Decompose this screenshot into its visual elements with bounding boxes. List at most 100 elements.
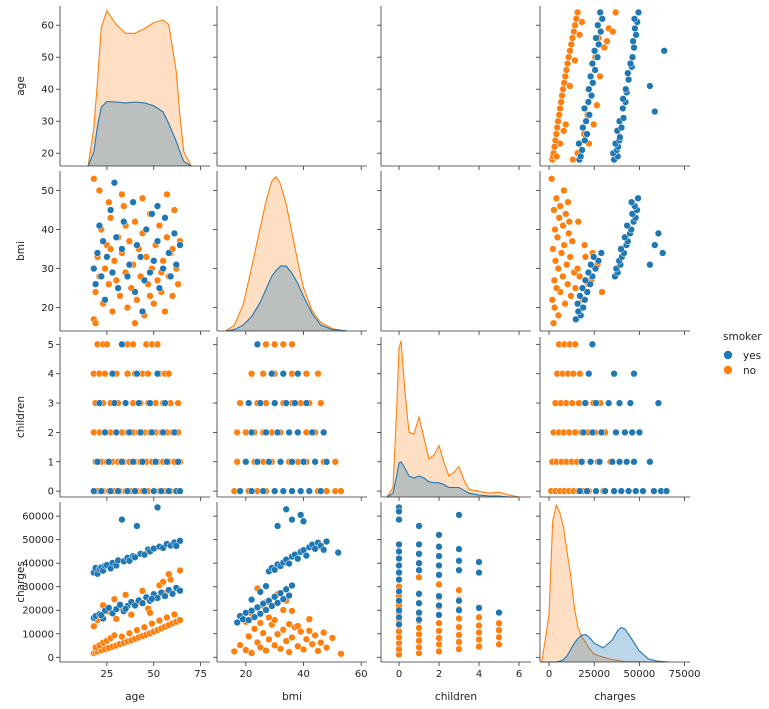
- x-tick-label: 40: [297, 669, 310, 680]
- y-tick-label: 0: [48, 653, 54, 664]
- point-yes-bmi-children: [262, 428, 270, 437]
- y-tick-label: 30: [41, 117, 54, 128]
- kde-line-bmi-yes: [225, 265, 347, 332]
- point-no-age-bmi: [153, 276, 162, 284]
- legend: smoker yes no: [723, 331, 762, 377]
- point-yes-children-charges: [435, 543, 443, 551]
- point-yes-age-bmi: [101, 296, 109, 304]
- point-yes-age-children: [148, 428, 156, 437]
- point-no-age-bmi: [170, 206, 179, 214]
- point-yes-charges-age: [585, 85, 593, 93]
- point-yes-children-charges: [435, 552, 443, 560]
- point-yes-age-bmi: [93, 249, 102, 257]
- point-yes-bmi-children: [242, 458, 250, 466]
- point-no-age-bmi: [161, 307, 169, 316]
- point-yes-charges-age: [628, 53, 637, 61]
- kde-fill-bmi-no: [225, 176, 347, 331]
- point-yes-charges-children: [623, 458, 631, 466]
- point-no-charges-bmi: [550, 206, 558, 214]
- point-no-age-bmi: [90, 175, 98, 183]
- point-yes-charges-age: [593, 53, 602, 61]
- point-yes-charges-children: [617, 487, 625, 495]
- point-no-charges-bmi: [556, 202, 564, 210]
- point-yes-charges-bmi: [583, 288, 591, 296]
- point-yes-charges-children: [662, 487, 671, 495]
- x-tick-label: 2: [436, 669, 442, 680]
- point-no-charges-bmi: [564, 280, 572, 288]
- point-yes-children-charges: [395, 540, 403, 549]
- point-yes-bmi-charges: [256, 588, 264, 596]
- point-yes-age-charges: [131, 601, 139, 610]
- point-yes-age-children: [125, 428, 134, 437]
- point-no-bmi-charges: [288, 633, 296, 642]
- point-no-bmi-charges: [273, 630, 282, 638]
- point-yes-bmi-children: [268, 370, 276, 378]
- point-yes-children-charges: [395, 515, 403, 524]
- point-yes-age-children: [151, 458, 160, 466]
- point-no-children-charges: [455, 586, 463, 594]
- y-axis-label-charges: charges: [15, 561, 27, 603]
- point-yes-age-bmi: [148, 210, 156, 218]
- point-no-charges-age: [563, 59, 572, 68]
- point-yes-bmi-charges: [297, 511, 305, 519]
- point-yes-charges-children: [628, 428, 636, 437]
- point-no-charges-bmi: [561, 300, 569, 308]
- point-yes-charges-age: [626, 59, 635, 68]
- panel-children-vs-bmi: [213, 337, 367, 501]
- point-yes-bmi-children: [308, 428, 316, 437]
- point-no-children-charges: [435, 634, 443, 642]
- point-yes-bmi-children: [302, 399, 311, 407]
- point-no-age-charges: [112, 615, 120, 623]
- point-no-charges-age: [562, 66, 571, 74]
- point-yes-charges-bmi: [586, 280, 594, 288]
- point-yes-age-children: [174, 458, 182, 466]
- point-yes-bmi-children: [253, 458, 262, 466]
- point-no-charges-age: [612, 8, 620, 17]
- point-yes-age-charges: [172, 542, 180, 550]
- point-no-bmi-children: [288, 340, 296, 348]
- point-yes-age-bmi: [99, 237, 107, 245]
- point-no-bmi-charges: [308, 640, 316, 648]
- kde-line-charges-yes: [541, 626, 669, 663]
- point-no-charges-age: [575, 31, 584, 39]
- panel-bmi-vs-charges: [536, 171, 690, 335]
- point-yes-bmi-charges: [233, 618, 241, 627]
- point-yes-age-children: [140, 487, 149, 495]
- point-yes-charges-bmi: [594, 257, 603, 265]
- point-no-charges-age: [578, 18, 586, 26]
- point-yes-children-charges: [435, 571, 443, 579]
- point-yes-children-charges: [475, 604, 483, 612]
- panel-bmi-vs-age: 20 30 40 50 bmi: [15, 171, 210, 335]
- point-no-charges-age: [552, 152, 561, 161]
- point-yes-children-charges: [435, 611, 443, 619]
- x-tick-label: 60: [355, 669, 368, 680]
- legend-marker-yes: [723, 350, 733, 360]
- point-yes-age-children: [165, 487, 173, 495]
- point-no-bmi-charges: [276, 645, 285, 653]
- point-no-charges-bmi: [551, 257, 560, 265]
- y-axis-label-bmi: bmi: [15, 241, 27, 261]
- point-no-bmi-charges: [322, 643, 331, 652]
- point-yes-charges-bmi: [587, 261, 595, 269]
- x-tick-label: 20: [239, 669, 252, 680]
- point-yes-age-bmi: [138, 307, 147, 316]
- point-no-age-bmi: [123, 303, 132, 312]
- point-no-age-bmi: [112, 276, 120, 284]
- point-no-age-bmi: [91, 288, 100, 296]
- point-no-charges-age: [571, 21, 579, 29]
- point-no-bmi-charges: [305, 627, 313, 635]
- point-yes-charges-children: [577, 458, 586, 466]
- point-yes-charges-age: [630, 15, 639, 23]
- point-no-children-charges: [415, 630, 423, 638]
- point-yes-children-charges: [395, 613, 403, 621]
- point-no-bmi-charges: [294, 642, 302, 650]
- panel-bmi-vs-children: [377, 171, 531, 335]
- point-no-charges-age: [561, 72, 569, 81]
- point-no-charges-bmi: [573, 264, 582, 273]
- point-no-children-charges: [455, 623, 463, 631]
- point-yes-age-bmi: [140, 276, 149, 284]
- point-yes-bmi-charges: [334, 548, 342, 557]
- point-yes-bmi-charges: [294, 555, 302, 563]
- panel-children-vs-charges: [536, 337, 690, 501]
- point-yes-charges-children: [610, 370, 618, 378]
